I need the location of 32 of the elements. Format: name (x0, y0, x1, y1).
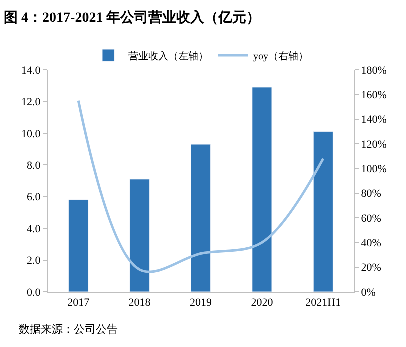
y-tick-label: 8.0 (27, 160, 42, 172)
chart-title: 图 4：2017-2021 年公司营业收入（亿元） (4, 10, 261, 26)
y2-tick-label: 140% (361, 114, 387, 126)
y-tick-label: 4.0 (27, 223, 42, 236)
y2-tick-label: 20% (361, 262, 382, 274)
x-tick-label: 2018 (128, 297, 152, 310)
x-tick-label: 2019 (190, 297, 212, 310)
bar (130, 179, 150, 292)
y2-tick-label: 180% (361, 64, 387, 77)
y-tick-label: 12.0 (22, 96, 42, 109)
bar (68, 200, 89, 292)
bar (252, 87, 272, 292)
y2-tick-label: 60% (361, 212, 382, 225)
y2-tick-label: 80% (361, 188, 382, 200)
bar (313, 132, 334, 292)
y2-tick-label: 120% (361, 138, 387, 151)
y-tick-label: 6.0 (27, 192, 42, 204)
y2-tick-label: 0% (361, 286, 376, 299)
legend-label: yoy（右轴） (254, 50, 308, 62)
x-tick-label: 2017 (68, 297, 90, 310)
x-tick-label: 2021H1 (306, 297, 342, 310)
bar (190, 144, 212, 292)
y2-tick-label: 160% (361, 90, 387, 102)
x-tick-label: 2020 (251, 297, 274, 310)
y2-tick-label: 100% (361, 164, 387, 176)
legend-label: 营业收入（左轴） (128, 50, 208, 62)
y-tick-label: 10.0 (22, 128, 42, 140)
y2-tick-label: 40% (361, 238, 382, 250)
y-tick-label: 2.0 (27, 255, 42, 268)
y-tick-label: 0.0 (27, 286, 42, 299)
y-tick-label: 14.0 (22, 64, 42, 77)
source-note: 数据来源：公司公告 (19, 323, 118, 336)
